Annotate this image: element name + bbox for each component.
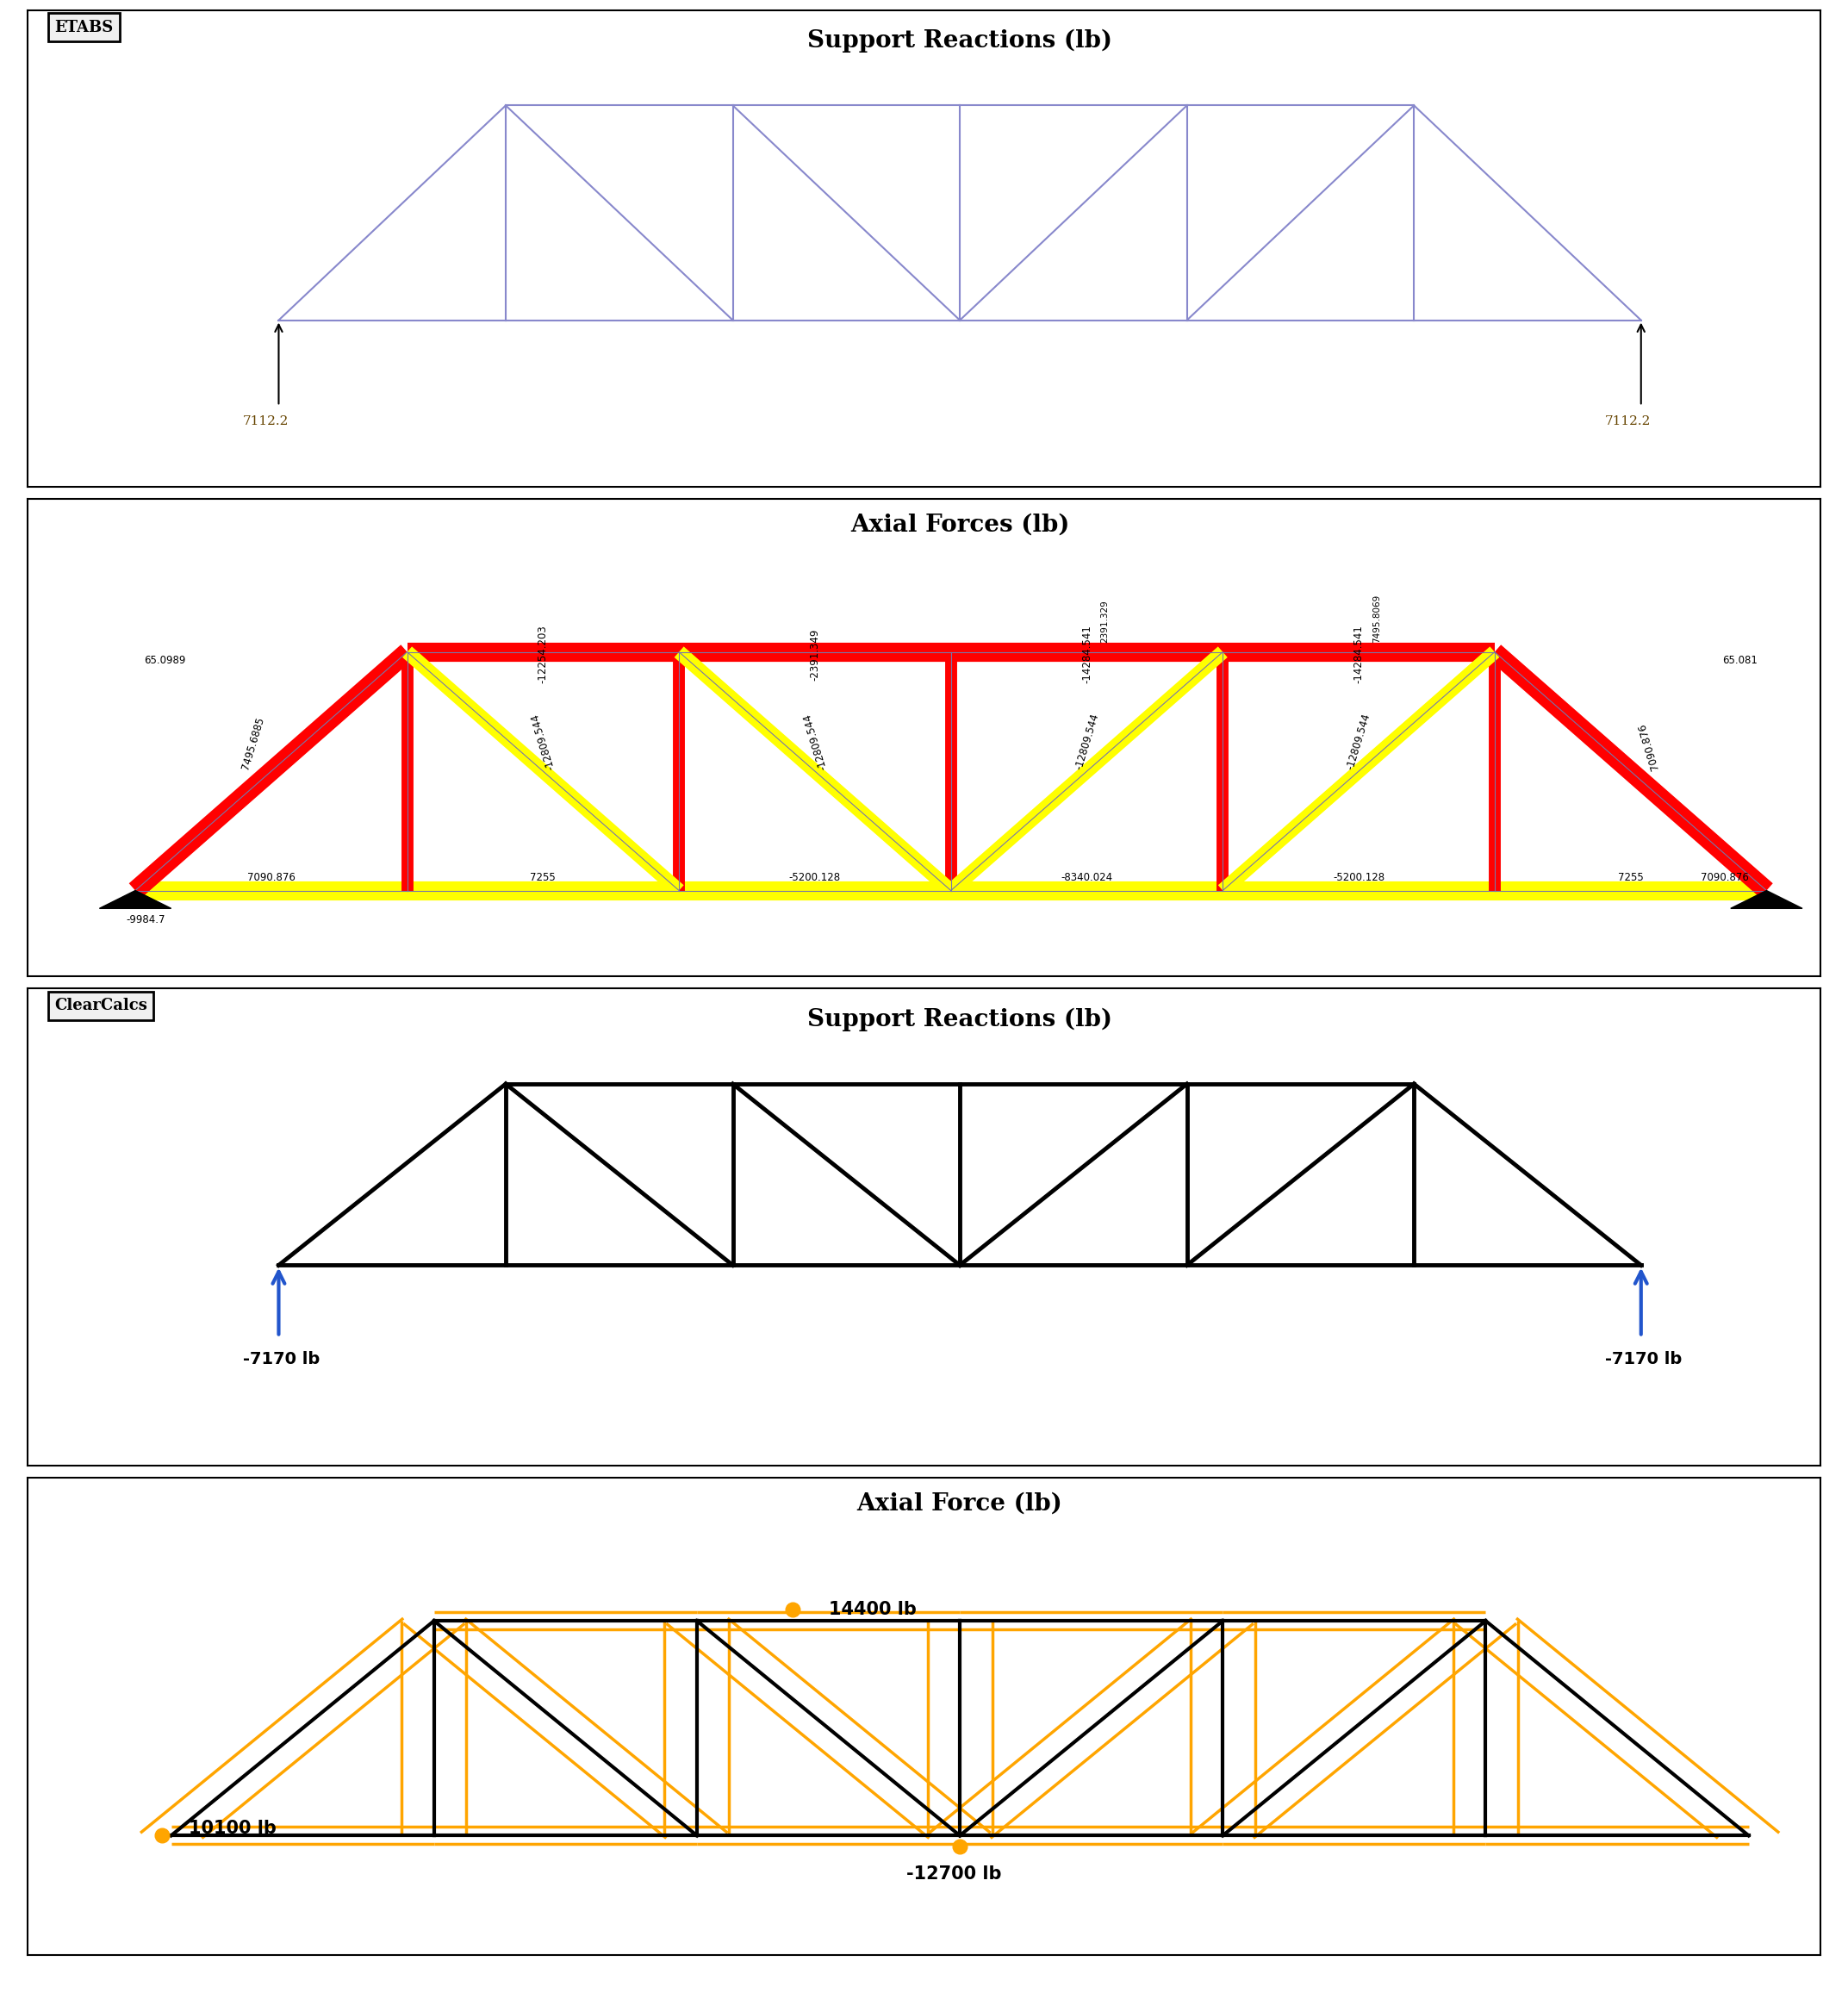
Text: 7090.876: 7090.876: [1635, 722, 1661, 772]
Text: ClearCalcs: ClearCalcs: [55, 998, 148, 1013]
Text: -12700 lb: -12700 lb: [906, 1865, 1002, 1883]
Text: 7112.2: 7112.2: [242, 415, 288, 427]
Text: 65.081: 65.081: [1722, 656, 1757, 666]
Text: -2391.349: -2391.349: [809, 628, 821, 680]
Text: 7495.6885: 7495.6885: [240, 716, 266, 772]
Text: -8340.024: -8340.024: [1061, 872, 1112, 884]
Text: -12254.203: -12254.203: [538, 626, 549, 684]
Text: 7255: 7255: [1617, 872, 1643, 884]
Text: -12809.544: -12809.544: [1345, 712, 1373, 772]
Polygon shape: [1730, 890, 1802, 908]
Text: 7090.876: 7090.876: [248, 872, 296, 884]
Text: -7170 lb: -7170 lb: [242, 1351, 320, 1367]
Text: 7112.2: 7112.2: [1606, 415, 1650, 427]
Text: ETABS: ETABS: [55, 20, 113, 34]
Text: 7255: 7255: [530, 872, 556, 884]
Text: 65.0989: 65.0989: [144, 656, 187, 666]
Text: Axial Force (lb): Axial Force (lb): [857, 1492, 1063, 1516]
Text: 14400 lb: 14400 lb: [828, 1602, 917, 1618]
Text: Support Reactions (lb): Support Reactions (lb): [808, 30, 1112, 52]
Text: -12809.544: -12809.544: [1074, 712, 1101, 772]
Text: -7170 lb: -7170 lb: [1606, 1351, 1682, 1367]
Text: -14284.541: -14284.541: [1081, 626, 1092, 684]
Text: Support Reactions (lb): Support Reactions (lb): [808, 1009, 1112, 1031]
Text: 7495.8069: 7495.8069: [1373, 593, 1380, 642]
Polygon shape: [100, 890, 172, 908]
Text: -5200.128: -5200.128: [1332, 872, 1384, 884]
Text: 2391.329: 2391.329: [1100, 599, 1109, 642]
Text: -12809.544: -12809.544: [529, 712, 556, 772]
Text: 10100 lb: 10100 lb: [188, 1821, 277, 1837]
Text: -5200.128: -5200.128: [789, 872, 841, 884]
Text: -9984.7: -9984.7: [126, 914, 166, 926]
Text: Axial Forces (lb): Axial Forces (lb): [850, 513, 1070, 537]
Text: -14284.541: -14284.541: [1353, 626, 1364, 684]
Text: 7090.876: 7090.876: [1700, 872, 1748, 884]
Text: -12809.544: -12809.544: [802, 712, 828, 772]
